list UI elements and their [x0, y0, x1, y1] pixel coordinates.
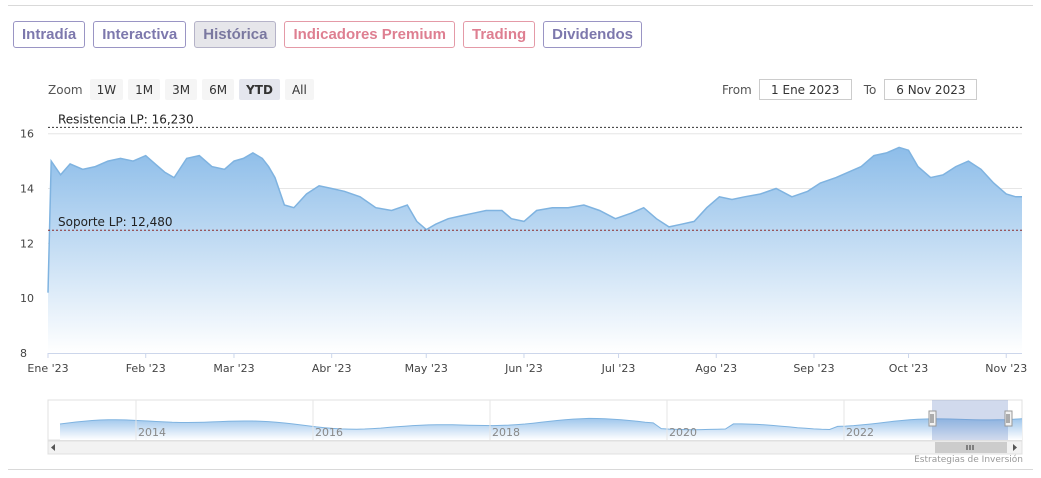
x-tick-label: May '23 — [405, 362, 448, 375]
tab-interactiva[interactable]: Interactiva — [93, 21, 187, 48]
tab-trading[interactable]: Trading — [463, 21, 536, 48]
tab-dividendos[interactable]: Dividendos — [543, 21, 643, 48]
tab-intradía[interactable]: Intradía — [13, 21, 86, 48]
navigator-line — [59, 417, 1023, 431]
tab-indicadores-premium[interactable]: Indicadores Premium — [284, 21, 455, 48]
navigator-year-label: 2022 — [846, 426, 874, 439]
zoom-1w-button[interactable]: 1W — [89, 79, 124, 100]
to-date-input[interactable]: 6 Nov 2023 — [884, 79, 978, 100]
x-tick-label: Abr '23 — [312, 362, 352, 375]
top-divider — [8, 5, 1033, 6]
from-date-input[interactable]: 1 Ene 2023 — [758, 79, 852, 100]
x-tick-label: Feb '23 — [126, 362, 166, 375]
y-tick-label: 14 — [20, 183, 34, 196]
zoom-1m-button[interactable]: 1M — [128, 79, 161, 100]
navigator-handle — [928, 410, 937, 427]
x-tick-label: Ene '23 — [27, 362, 68, 375]
credits-link[interactable]: Estrategias de Inversión — [914, 455, 1023, 465]
scrollbar-track — [47, 440, 1023, 455]
scroll-right-arrow-icon — [1013, 444, 1017, 451]
scroll-left-arrow-icon — [51, 444, 55, 451]
x-tick-label: Jul '23 — [601, 362, 636, 375]
y-tick-label: 16 — [20, 128, 34, 141]
y-tick-label: 8 — [20, 347, 27, 360]
zoom-6m-button[interactable]: 6M — [202, 79, 235, 100]
zoom-3m-button[interactable]: 3M — [165, 79, 198, 100]
navigator-year-label: 2020 — [669, 426, 697, 439]
x-tick-label: Jun '23 — [504, 362, 543, 375]
zoom-label: Zoom — [48, 82, 83, 97]
zoom-all-button[interactable]: All — [284, 79, 314, 100]
date-range: From 1 Ene 2023 To 6 Nov 2023 — [722, 79, 978, 100]
y-tick-label: 10 — [20, 292, 34, 305]
tab-bar: Intradía Interactiva Histórica Indicadores … — [13, 21, 643, 48]
annotation-label: Soporte LP: 12,480 — [58, 215, 173, 229]
navigator-selection — [932, 400, 1008, 440]
scrollbar-thumb — [935, 442, 1007, 453]
x-tick-label: Sep '23 — [793, 362, 834, 375]
x-tick-label: Mar '23 — [213, 362, 254, 375]
to-label: To — [863, 82, 877, 97]
zoom-controls: Zoom 1W 1M 3M 6M YTD All — [48, 79, 314, 100]
zoom-ytd-button[interactable]: YTD — [239, 79, 280, 100]
from-label: From — [722, 82, 752, 97]
navigator-year-label: 2016 — [315, 426, 343, 439]
x-tick-label: Nov '23 — [985, 362, 1027, 375]
navigator-year-label: 2018 — [492, 426, 520, 439]
series-line — [47, 146, 1022, 293]
tab-histórica[interactable]: Histórica — [194, 21, 277, 48]
navigator-handle — [1004, 410, 1013, 427]
bottom-divider — [8, 469, 1033, 470]
x-tick-label: Ago '23 — [695, 362, 737, 375]
y-tick-label: 12 — [20, 237, 34, 250]
navigator-frame — [47, 399, 1023, 441]
navigator-year-label: 2014 — [138, 426, 166, 439]
annotation-label: Resistencia LP: 16,230 — [58, 112, 194, 126]
navigator-area — [60, 418, 1022, 440]
navigator: 2014 2016 2018 2020 2022 — [47, 399, 1023, 455]
series-area — [48, 147, 1022, 353]
x-tick-label: Oct '23 — [889, 362, 929, 375]
